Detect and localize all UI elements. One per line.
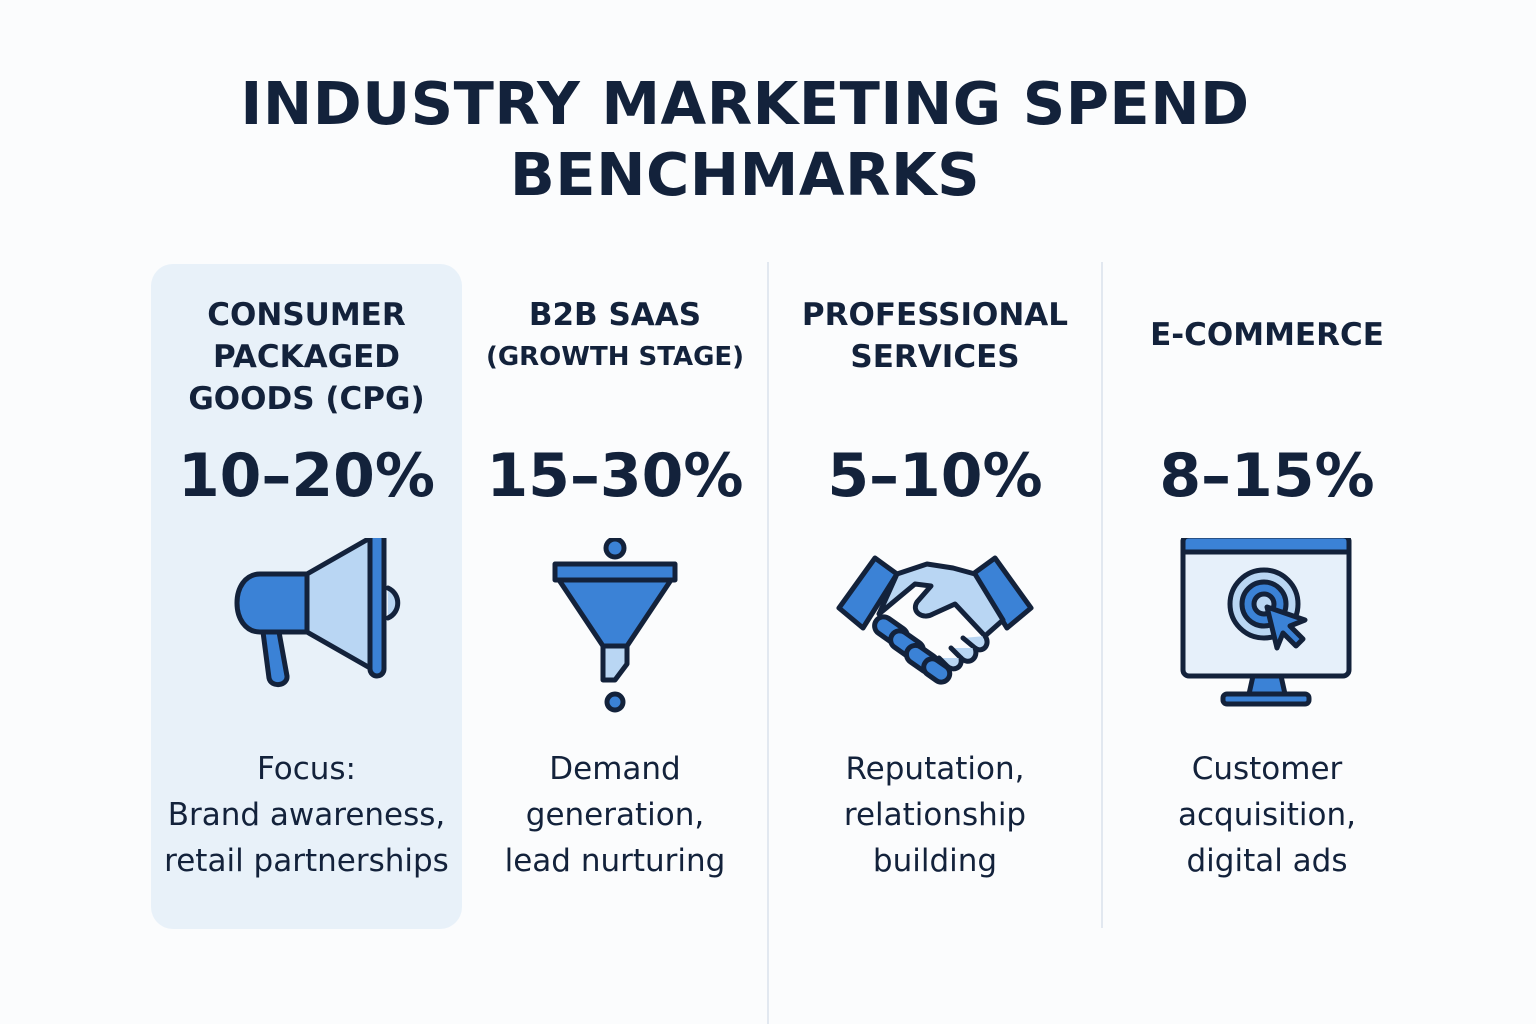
benchmark-column-professional-services: PROFESSIONAL SERVICES 5–10% Reputation, … [769, 280, 1101, 920]
industry-focus-line: digital ads [1186, 843, 1348, 879]
spend-percentage: 10–20% [177, 441, 436, 511]
industry-name-line: SERVICES [850, 339, 1020, 375]
industry-focus-line: building [872, 843, 998, 879]
industry-name-line: PROFESSIONAL [801, 297, 1069, 333]
industry-name: B2B SAAS (GROWTH STAGE) [464, 294, 766, 378]
handshake-icon [835, 538, 1035, 718]
spend-percentage: 15–30% [486, 441, 744, 511]
spend-percentage: 5–10% [827, 441, 1043, 511]
industry-focus: Focus: Brand awareness, retail partnersh… [151, 746, 462, 884]
industry-focus: Reputation, relationship building [769, 746, 1101, 884]
column-divider [767, 262, 769, 1024]
industry-name-line: (GROWTH STAGE) [485, 342, 745, 372]
industry-focus-line: generation, [525, 797, 705, 833]
benchmark-column-cpg: CONSUMER PACKAGED GOODS (CPG) 10–20% Foc… [151, 280, 462, 920]
industry-focus-line: lead nurturing [504, 843, 726, 879]
spend-percentage: 8–15% [1159, 441, 1375, 511]
industry-focus-line: Customer [1191, 751, 1343, 787]
benchmark-column-b2b-saas: B2B SAAS (GROWTH STAGE) 15–30% Demand ge… [464, 280, 766, 920]
benchmark-column-e-commerce: E-COMMERCE 8–15% Customer acquisition, d… [1103, 280, 1431, 920]
industry-focus-line: relationship [843, 797, 1027, 833]
industry-focus-line: Focus: [257, 751, 356, 787]
page-title-line-2: BENCHMARKS [509, 140, 981, 209]
industry-name-line: E-COMMERCE [1150, 317, 1384, 353]
industry-name-line: CONSUMER [207, 297, 406, 333]
monitor-target-cursor-icon [1167, 538, 1367, 718]
funnel-icon [515, 538, 715, 718]
industry-name-line: PACKAGED [213, 339, 400, 375]
megaphone-icon [207, 538, 407, 718]
industry-name: E-COMMERCE [1103, 314, 1431, 356]
industry-focus-line: Reputation, [845, 751, 1025, 787]
industry-name-line: B2B SAAS [528, 297, 702, 333]
industry-name: CONSUMER PACKAGED GOODS (CPG) [151, 294, 462, 420]
industry-name: PROFESSIONAL SERVICES [769, 294, 1101, 378]
industry-focus-line: Demand [549, 751, 681, 787]
column-divider [1101, 262, 1103, 928]
page-title-line-1: INDUSTRY MARKETING SPEND [240, 69, 1250, 138]
industry-focus: Customer acquisition, digital ads [1103, 746, 1431, 884]
industry-focus: Demand generation, lead nurturing [464, 746, 766, 884]
industry-focus-line: retail partnerships [164, 843, 449, 879]
industry-name-line: GOODS (CPG) [188, 381, 425, 417]
industry-focus-line: Brand awareness, [167, 797, 446, 833]
industry-focus-line: acquisition, [1178, 797, 1356, 833]
page-title: INDUSTRY MARKETING SPEND BENCHMARKS [0, 68, 1490, 210]
